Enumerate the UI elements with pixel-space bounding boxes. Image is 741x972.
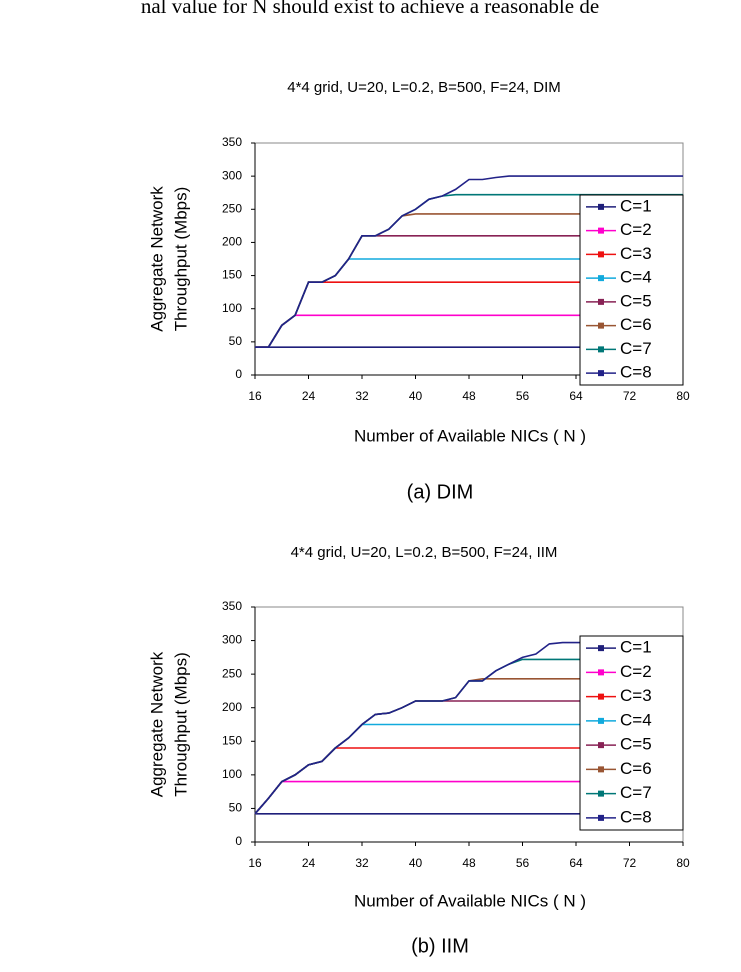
y-tick-label: 200 (222, 235, 242, 249)
x-tick-label: 32 (355, 389, 369, 403)
legend-box (579, 635, 684, 831)
legend-marker (598, 645, 604, 652)
legend-label: C=1 (620, 196, 652, 215)
legend-marker (598, 742, 604, 749)
x-tick-label: 56 (516, 389, 530, 403)
legend-marker (598, 275, 604, 282)
legend-label: C=5 (620, 735, 652, 754)
y-tick-label: 300 (222, 168, 242, 182)
y-tick-label: 200 (222, 700, 242, 714)
y-axis-label: Throughput (Mbps) (171, 652, 190, 797)
y-tick-label: 350 (222, 599, 242, 613)
y-axis-label: Aggregate Network (147, 651, 166, 797)
legend-label: C=4 (620, 710, 652, 729)
legend-marker (598, 346, 604, 353)
cut-off-text: nal value for N should exist to achieve … (141, 0, 599, 18)
x-axis-label: Number of Available NICs ( N ) (354, 891, 586, 910)
y-tick-label: 50 (229, 334, 243, 348)
legend-label: C=2 (620, 220, 652, 239)
legend-label: C=5 (620, 291, 652, 310)
x-axis-label: Number of Available NICs ( N ) (354, 426, 586, 445)
legend-marker (598, 203, 604, 210)
x-tick-label: 64 (569, 856, 583, 870)
x-tick-label: 80 (676, 389, 690, 403)
y-tick-label: 150 (222, 733, 242, 747)
chart-title: 4*4 grid, U=20, L=0.2, B=500, F=24, IIM (291, 544, 558, 561)
legend-marker (598, 227, 604, 234)
y-tick-label: 100 (222, 301, 242, 315)
y-tick-label: 250 (222, 201, 242, 215)
legend-marker (598, 693, 604, 700)
caption: (b) IIM (411, 935, 469, 957)
legend-label: C=2 (620, 662, 652, 681)
y-tick-label: 300 (222, 633, 242, 647)
x-tick-label: 24 (302, 389, 316, 403)
x-tick-label: 40 (409, 856, 423, 870)
x-tick-label: 16 (248, 856, 262, 870)
x-tick-label: 24 (302, 856, 316, 870)
legend-marker (598, 790, 604, 797)
caption: (a) DIM (407, 481, 474, 503)
legend-marker (598, 669, 604, 676)
legend-label: C=6 (620, 759, 652, 778)
x-tick-label: 32 (355, 856, 369, 870)
y-tick-label: 150 (222, 268, 242, 282)
y-tick-label: 0 (235, 834, 242, 848)
legend-marker (598, 298, 604, 305)
x-tick-label: 72 (623, 856, 637, 870)
y-tick-label: 350 (222, 135, 242, 149)
legend-label: C=8 (620, 807, 652, 826)
legend-label: C=6 (620, 315, 652, 334)
legend-marker (598, 251, 604, 258)
legend-label: C=7 (620, 783, 652, 802)
legend: C=1 C=2 C=3 C=4 C=5 C=6 C=7 C=8 (579, 194, 684, 386)
legend-marker (598, 370, 604, 377)
y-tick-label: 100 (222, 767, 242, 781)
legend-label: C=8 (620, 363, 652, 382)
y-axis-label: Throughput (Mbps) (171, 187, 190, 332)
legend-label: C=7 (620, 339, 652, 358)
legend-box (579, 194, 684, 386)
legend-label: C=3 (620, 244, 652, 263)
legend-marker (598, 766, 604, 773)
y-tick-label: 50 (229, 801, 243, 815)
series-line (255, 175, 683, 348)
x-tick-label: 48 (462, 856, 476, 870)
legend: C=1 C=2 C=3 C=4 C=5 C=6 C=7 C=8 (579, 635, 684, 831)
legend-marker (598, 322, 604, 329)
y-axis-label: Aggregate Network (147, 186, 166, 332)
y-tick-label: 0 (235, 367, 242, 381)
x-tick-label: 80 (676, 856, 690, 870)
x-tick-label: 16 (248, 389, 262, 403)
x-tick-label: 64 (569, 389, 583, 403)
x-tick-label: 48 (462, 389, 476, 403)
legend-marker (598, 814, 604, 821)
chart-title: 4*4 grid, U=20, L=0.2, B=500, F=24, DIM (287, 79, 561, 96)
legend-label: C=4 (620, 268, 652, 287)
x-tick-label: 72 (623, 389, 637, 403)
legend-marker (598, 717, 604, 724)
y-tick-label: 250 (222, 666, 242, 680)
legend-label: C=1 (620, 638, 652, 657)
legend-label: C=3 (620, 686, 652, 705)
x-tick-label: 56 (516, 856, 530, 870)
x-tick-label: 40 (409, 389, 423, 403)
